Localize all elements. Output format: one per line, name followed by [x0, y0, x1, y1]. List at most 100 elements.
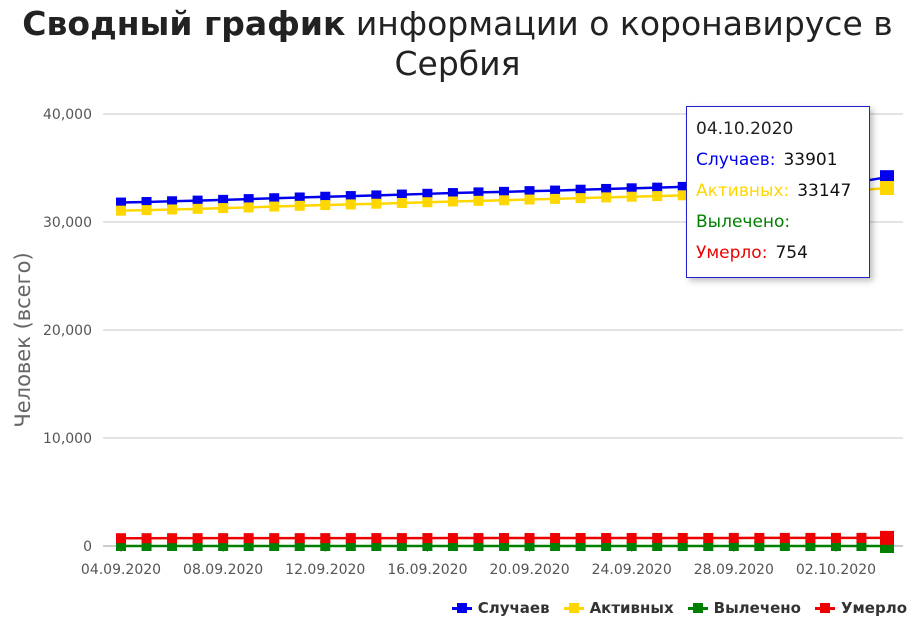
data-point[interactable]	[805, 541, 816, 551]
data-point[interactable]	[499, 195, 509, 206]
data-point[interactable]	[422, 197, 433, 208]
data-point[interactable]	[830, 541, 841, 551]
data-point[interactable]	[269, 541, 280, 551]
data-point[interactable]	[473, 533, 484, 544]
data-point[interactable]	[677, 181, 688, 192]
data-point[interactable]	[116, 197, 126, 208]
data-point[interactable]	[294, 192, 305, 203]
data-point[interactable]	[779, 541, 790, 551]
data-point[interactable]	[243, 202, 254, 213]
data-point[interactable]	[856, 541, 867, 551]
data-point[interactable]	[345, 541, 356, 551]
data-point[interactable]	[830, 532, 841, 543]
data-point[interactable]	[422, 188, 433, 199]
data-point[interactable]	[550, 541, 561, 551]
data-point[interactable]	[116, 205, 126, 216]
data-point[interactable]	[447, 196, 458, 207]
data-point[interactable]	[652, 532, 663, 543]
data-point[interactable]	[192, 195, 203, 206]
data-point[interactable]	[779, 532, 790, 543]
data-point[interactable]	[269, 533, 280, 544]
data-point[interactable]	[856, 532, 867, 543]
data-point[interactable]	[320, 200, 331, 211]
legend-item[interactable]: Умерло	[814, 599, 907, 617]
data-point[interactable]	[601, 532, 612, 543]
data-point[interactable]	[141, 205, 152, 216]
data-point[interactable]	[396, 541, 407, 551]
data-point[interactable]	[880, 181, 894, 196]
data-point[interactable]	[575, 533, 586, 544]
data-point[interactable]	[243, 194, 254, 205]
data-point[interactable]	[754, 532, 765, 543]
legend-item[interactable]: Активных	[563, 599, 674, 617]
data-point[interactable]	[167, 541, 178, 551]
data-point[interactable]	[141, 533, 152, 544]
data-point[interactable]	[447, 533, 458, 544]
data-point[interactable]	[294, 533, 305, 544]
data-point[interactable]	[345, 199, 356, 210]
data-point[interactable]	[652, 191, 663, 202]
data-point[interactable]	[652, 182, 663, 193]
data-point[interactable]	[473, 187, 484, 198]
data-point[interactable]	[524, 533, 535, 544]
data-point[interactable]	[396, 189, 407, 200]
data-point[interactable]	[447, 188, 458, 199]
data-point[interactable]	[218, 203, 229, 214]
data-point[interactable]	[550, 533, 561, 544]
data-point[interactable]	[601, 192, 612, 203]
data-point[interactable]	[677, 532, 688, 543]
data-point[interactable]	[243, 541, 254, 551]
data-point[interactable]	[218, 541, 229, 551]
data-point[interactable]	[575, 184, 586, 195]
data-point[interactable]	[677, 190, 688, 201]
data-point[interactable]	[473, 195, 484, 206]
data-point[interactable]	[371, 190, 382, 201]
data-point[interactable]	[167, 196, 178, 207]
data-point[interactable]	[345, 191, 356, 202]
data-point[interactable]	[141, 197, 152, 208]
data-point[interactable]	[805, 532, 816, 543]
data-point[interactable]	[116, 533, 126, 544]
data-point[interactable]	[320, 191, 331, 202]
data-point[interactable]	[371, 541, 382, 551]
data-point[interactable]	[575, 193, 586, 204]
data-point[interactable]	[703, 532, 714, 543]
data-point[interactable]	[575, 541, 586, 551]
data-point[interactable]	[116, 541, 126, 551]
data-point[interactable]	[447, 541, 458, 551]
data-point[interactable]	[422, 541, 433, 551]
data-point[interactable]	[192, 541, 203, 551]
data-point[interactable]	[601, 183, 612, 194]
data-point[interactable]	[754, 541, 765, 551]
data-point[interactable]	[728, 532, 739, 543]
data-point[interactable]	[601, 541, 612, 551]
legend-item[interactable]: Вылечено	[687, 599, 801, 617]
data-point[interactable]	[167, 533, 178, 544]
data-point[interactable]	[499, 541, 509, 551]
data-point[interactable]	[652, 541, 663, 551]
data-point[interactable]	[422, 533, 433, 544]
data-point[interactable]	[880, 530, 894, 545]
data-point[interactable]	[524, 194, 535, 205]
data-point[interactable]	[703, 541, 714, 551]
data-point[interactable]	[371, 533, 382, 544]
data-point[interactable]	[473, 541, 484, 551]
data-point[interactable]	[626, 532, 637, 543]
data-point[interactable]	[396, 197, 407, 208]
data-point[interactable]	[320, 541, 331, 551]
data-point[interactable]	[499, 186, 509, 197]
data-point[interactable]	[396, 533, 407, 544]
data-point[interactable]	[677, 541, 688, 551]
data-point[interactable]	[550, 185, 561, 196]
data-point[interactable]	[626, 191, 637, 202]
data-point[interactable]	[192, 203, 203, 214]
data-point[interactable]	[345, 533, 356, 544]
data-point[interactable]	[371, 198, 382, 209]
data-point[interactable]	[192, 533, 203, 544]
data-point[interactable]	[880, 170, 894, 185]
data-point[interactable]	[626, 541, 637, 551]
data-point[interactable]	[294, 200, 305, 211]
data-point[interactable]	[626, 183, 637, 194]
data-point[interactable]	[269, 201, 280, 212]
data-point[interactable]	[218, 194, 229, 205]
